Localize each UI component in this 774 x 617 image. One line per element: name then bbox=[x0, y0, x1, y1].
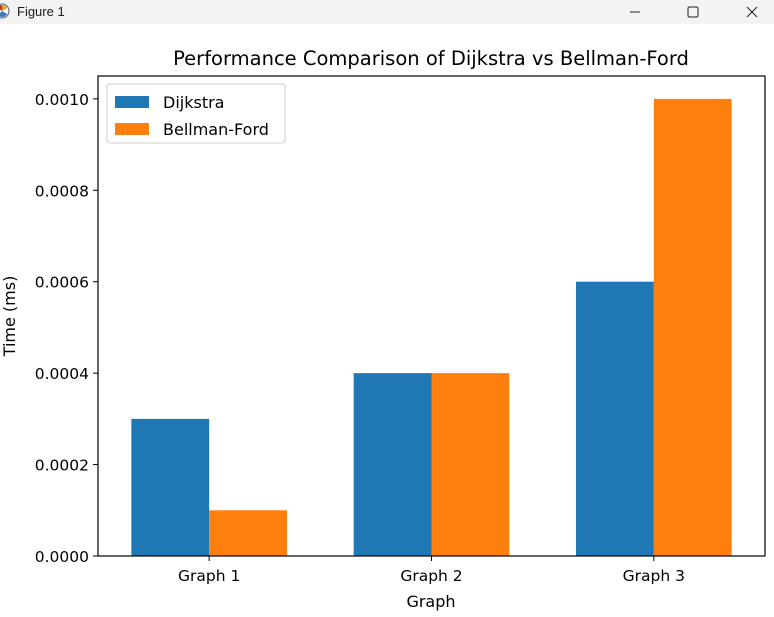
x-axis-label: Graph bbox=[406, 592, 455, 611]
plot-frame bbox=[97, 75, 766, 557]
y-tick-label: 0.0004 bbox=[35, 365, 89, 383]
y-tick-label: 0.0002 bbox=[35, 457, 89, 475]
chart-title: Performance Comparison of Dijkstra vs Be… bbox=[173, 47, 689, 70]
legend: Dijkstra Bellman-Ford bbox=[106, 83, 286, 144]
bar-dijkstra-3 bbox=[576, 281, 654, 556]
x-axis: Graph 1 Graph 2 Graph 3 bbox=[178, 556, 685, 585]
legend-label: Bellman-Ford bbox=[163, 120, 269, 139]
legend-swatch-bellman-ford bbox=[115, 123, 149, 135]
bars-group bbox=[131, 98, 732, 556]
legend-box bbox=[106, 83, 286, 144]
maximize-icon bbox=[687, 6, 699, 18]
close-button[interactable] bbox=[729, 0, 774, 24]
minimize-icon bbox=[630, 11, 640, 13]
y-tick-label: 0.0010 bbox=[35, 91, 89, 109]
window-titlebar[interactable]: Figure 1 bbox=[0, 0, 774, 24]
maximize-button[interactable] bbox=[670, 0, 716, 24]
bar-dijkstra-1 bbox=[131, 418, 210, 556]
y-tick-label: 0.0006 bbox=[35, 274, 89, 292]
legend-label: Dijkstra bbox=[163, 93, 224, 112]
close-icon bbox=[746, 6, 758, 18]
y-tick-label: 0.0008 bbox=[35, 182, 89, 200]
x-tick-label: Graph 3 bbox=[623, 567, 685, 585]
bar-chart: Performance Comparison of Dijkstra vs Be… bbox=[0, 47, 766, 611]
bar-bellman-ford-3 bbox=[653, 98, 732, 556]
window-title: Figure 1 bbox=[17, 4, 65, 19]
bar-bellman-ford-2 bbox=[431, 373, 510, 556]
legend-swatch-dijkstra bbox=[115, 96, 149, 108]
x-tick-label: Graph 2 bbox=[400, 567, 462, 585]
minimize-button[interactable] bbox=[612, 0, 658, 24]
bar-bellman-ford-1 bbox=[209, 510, 287, 556]
bar-dijkstra-2 bbox=[353, 373, 432, 556]
y-axis: 0.0000 0.0002 0.0004 0.0006 0.0008 0.0010 bbox=[35, 91, 98, 566]
y-tick-label: 0.0000 bbox=[35, 548, 89, 566]
x-tick-label: Graph 1 bbox=[178, 567, 240, 585]
y-axis-label: Time (ms) bbox=[0, 276, 19, 358]
matplotlib-figure-icon bbox=[0, 3, 10, 19]
